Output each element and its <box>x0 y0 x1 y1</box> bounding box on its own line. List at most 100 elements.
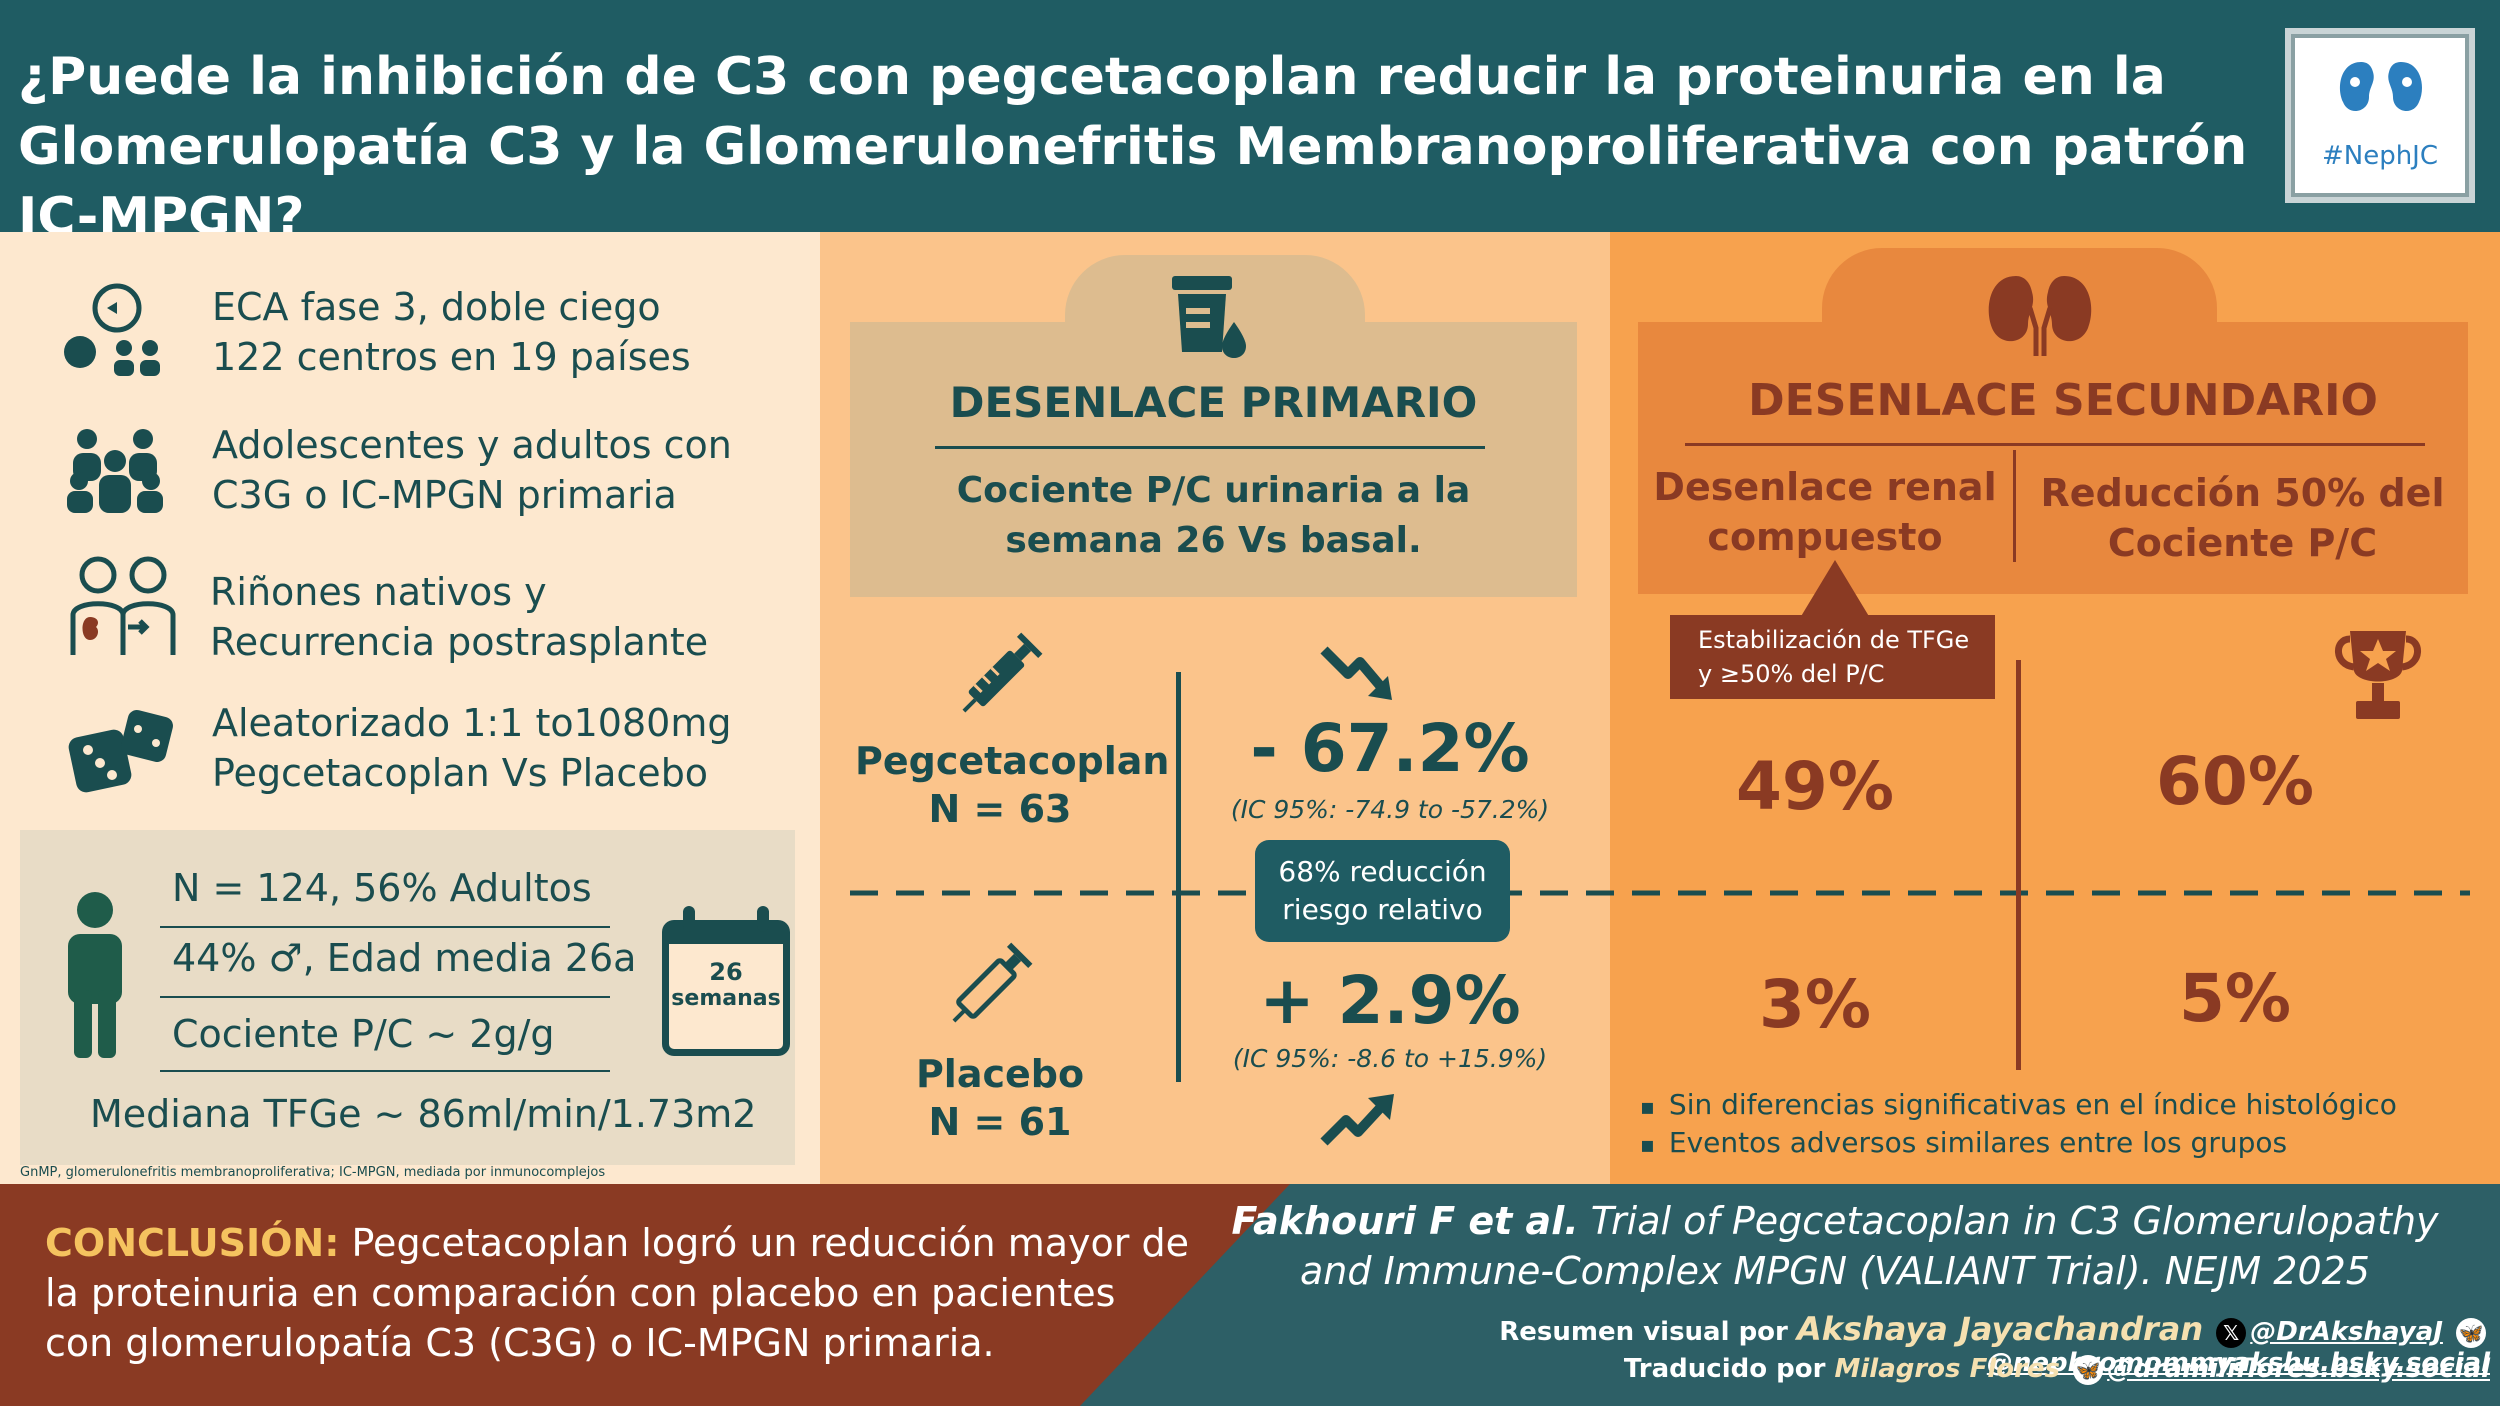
egfr-stabilization-callout: Estabilización de TFGe y ≥50% del P/C <box>1670 615 1995 699</box>
rr-line2: riesgo relativo <box>1282 893 1483 926</box>
syringe-icon <box>962 632 1043 713</box>
feature-1-line2: 122 centros en 19 países <box>212 335 691 379</box>
feature-4-line2: Pegcetacoplan Vs Placebo <box>212 751 709 795</box>
conclusion-text: CONCLUSIÓN: Pegcetacoplan logró un reduc… <box>45 1218 1195 1368</box>
secondary-col2-line2: Cociente P/C <box>2107 521 2378 565</box>
arm-divider <box>1176 672 1181 1082</box>
secondary-col1-header: Desenlace renal compuesto <box>1640 462 2010 562</box>
secondary-title: DESENLACE SECUNDARIO <box>1748 375 2378 426</box>
feature-3: Riñones nativos y Recurrencia postraspla… <box>210 567 708 667</box>
trend-up-icon <box>1320 1094 1394 1146</box>
feature-2-line1: Adolescentes y adultos con <box>212 423 732 467</box>
secondary-bullet: Eventos adversos similares entre los gru… <box>1640 1126 2287 1159</box>
placebo-value: + 2.9% <box>1259 962 1521 1039</box>
arm-placebo-n: N = 61 <box>928 1100 1072 1144</box>
calendar-number: 26 <box>709 958 743 986</box>
secondary-bullet: Sin diferencias significativas en el índ… <box>1640 1088 2397 1121</box>
conclusion-body: Pegcetacoplan logró un reducción mayor d… <box>45 1221 1189 1365</box>
arm-placebo: Placebo N = 61 <box>855 1050 1145 1146</box>
stat-divider <box>160 926 610 928</box>
urine-cup-icon <box>1172 276 1246 358</box>
feature-1: ECA fase 3, doble ciego 122 centros en 1… <box>212 282 691 382</box>
credit1-bsky-handle[interactable]: @nephromommyakshu.bsky.social <box>1986 1348 2490 1378</box>
bluesky-logo-icon: 🦋 <box>2456 1317 2486 1348</box>
conclusion-panel <box>0 1184 1310 1406</box>
nephjc-logo: #NephJC <box>2285 28 2475 203</box>
secondary-col-divider <box>2013 450 2016 562</box>
rr-line1: 68% reducción <box>1278 855 1487 888</box>
callout-line1: Estabilización de TFGe <box>1698 626 1970 654</box>
stat-divider <box>160 1070 610 1072</box>
page-title: ¿Puede la inhibición de C3 con pegcetaco… <box>18 47 2248 247</box>
primary-title-rule <box>935 446 1485 449</box>
feature-2-line2: C3G o IC-MPGN primaria <box>212 473 677 517</box>
footnote: GnMP, glomerulonefritis membranoprolifer… <box>20 1165 606 1180</box>
stat-n: N = 124, 56% Adultos <box>172 866 592 910</box>
feature-1-line1: ECA fase 3, doble ciego <box>212 285 661 329</box>
logo-text: #NephJC <box>2321 141 2439 171</box>
credit2-bsky-handle[interactable]: @dramiliflores.bsky.social <box>2107 1354 2490 1384</box>
callout-line2: y ≥50% del P/C <box>1698 660 1885 688</box>
primary-header-box <box>850 322 1577 597</box>
feature-4: Aleatorizado 1:1 to1080mg Pegcetacoplan … <box>212 698 731 798</box>
secondary-col1-line1: Desenlace renal <box>1653 465 1997 509</box>
arm-treatment-n: N = 63 <box>928 787 1072 831</box>
treatment-value: - 67.2% <box>1250 710 1530 787</box>
calendar-icon: 26 semanas <box>662 906 790 1056</box>
feature-2: Adolescentes y adultos con C3G o IC-MPGN… <box>212 420 732 520</box>
kidney-logo-icon <box>2340 62 2422 112</box>
conclusion-label: CONCLUSIÓN: <box>45 1221 340 1265</box>
trend-down-icon <box>1320 646 1392 700</box>
secondary-col2-placebo: 5% <box>2178 960 2292 1037</box>
callout-pointer <box>1800 560 1870 618</box>
trophy-icon <box>2335 631 2421 719</box>
primary-subtitle: Cociente P/C urinaria a la semana 26 Vs … <box>850 466 1577 566</box>
people-group-icon <box>67 429 163 513</box>
secondary-col2-treatment: 60% <box>2156 743 2314 820</box>
citation-title: Trial of Pegcetacoplan in C3 Glomerulopa… <box>1300 1199 2439 1293</box>
secondary-title-rule <box>1685 443 2425 446</box>
secondary-col2-line1: Reducción 50% del <box>2040 471 2445 515</box>
secondary-vertical-divider <box>2016 660 2021 1070</box>
syringe-outline-icon <box>952 942 1033 1023</box>
primary-subtitle-line2: semana 26 Vs basal. <box>1005 520 1422 561</box>
citation-panel <box>1080 1184 2500 1406</box>
feature-3-line2: Recurrencia postrasplante <box>210 620 709 664</box>
stat-sex-age: 44% ♂, Edad media 26a <box>172 936 637 980</box>
stat-pc-ratio: Cociente P/C ~ 2g/g <box>172 1012 555 1056</box>
header-bar <box>0 0 2500 232</box>
credit2-name: Milagros Flores <box>1834 1354 2061 1384</box>
credit1-name: Akshaya Jayachandran <box>1796 1310 2204 1348</box>
credit1-label: Resumen visual por <box>1499 1317 1797 1347</box>
primary-subtitle-line1: Cociente P/C urinaria a la <box>956 470 1471 511</box>
arm-placebo-name: Placebo <box>915 1052 1085 1096</box>
placebo-ci: (IC 95%: -8.6 to +15.9%) <box>1232 1044 1548 1073</box>
trial-icon <box>64 283 160 376</box>
credit1-x-handle[interactable]: @DrAkshayaJ <box>2250 1317 2443 1347</box>
feature-4-line1: Aleatorizado 1:1 to1080mg <box>212 701 732 745</box>
x-logo-icon: 𝕏 <box>2216 1317 2247 1348</box>
primary-title: DESENLACE PRIMARIO <box>949 378 1478 427</box>
credit-visual-abstract: Resumen visual por Akshaya Jayachandran … <box>1160 1310 2490 1378</box>
arm-treatment: Pegcetacoplan N = 63 <box>855 737 1170 833</box>
secondary-col1-placebo: 3% <box>1758 966 1872 1043</box>
secondary-col1-line2: compuesto <box>1707 515 1943 559</box>
bluesky-logo-icon: 🦋 <box>2073 1354 2104 1385</box>
dice-icon <box>68 710 173 793</box>
kidneys-icon <box>1988 276 2092 356</box>
citation: Fakhouri F et al. Trial of Pegcetacoplan… <box>1215 1196 2455 1296</box>
credit-translation: Traducido por Milagros Flores 🦋 @dramilif… <box>1160 1354 2490 1385</box>
arm-treatment-name: Pegcetacoplan <box>855 739 1170 783</box>
citation-authors: Fakhouri F et al. <box>1231 1199 1579 1243</box>
person-icon <box>68 892 122 1058</box>
secondary-col1-treatment: 49% <box>1736 748 1894 825</box>
feature-3-line1: Riñones nativos y <box>210 570 547 614</box>
kidney-transplant-icon <box>70 556 176 655</box>
stat-egfr: Mediana TFGe ~ 86ml/min/1.73m2 <box>90 1092 757 1136</box>
arms-separator-line <box>850 890 2470 896</box>
calendar-label: semanas <box>671 986 781 1011</box>
secondary-col2-header: Reducción 50% del Cociente P/C <box>2030 468 2455 568</box>
relative-risk-badge: 68% reducción riesgo relativo <box>1255 840 1510 942</box>
treatment-ci: (IC 95%: -74.9 to -57.2%) <box>1230 795 1550 824</box>
credit2-label: Traducido por <box>1623 1354 1835 1384</box>
